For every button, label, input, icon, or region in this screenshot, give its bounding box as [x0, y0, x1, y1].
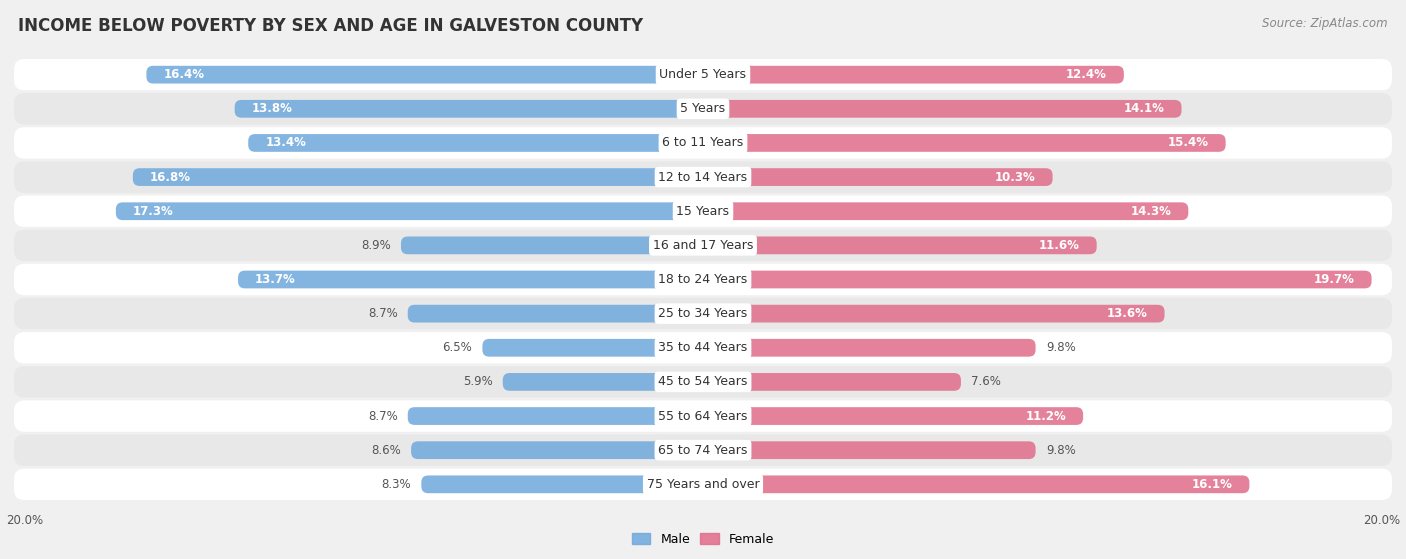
Text: 65 to 74 Years: 65 to 74 Years — [658, 444, 748, 457]
Text: 8.7%: 8.7% — [368, 307, 398, 320]
FancyBboxPatch shape — [14, 366, 1392, 397]
FancyBboxPatch shape — [411, 441, 703, 459]
Text: 17.3%: 17.3% — [132, 205, 173, 217]
FancyBboxPatch shape — [703, 339, 1036, 357]
Text: 19.7%: 19.7% — [1313, 273, 1354, 286]
Text: 16.1%: 16.1% — [1191, 478, 1233, 491]
Text: 7.6%: 7.6% — [972, 376, 1001, 389]
FancyBboxPatch shape — [14, 162, 1392, 193]
Text: 16.4%: 16.4% — [163, 68, 204, 81]
Text: 16 and 17 Years: 16 and 17 Years — [652, 239, 754, 252]
FancyBboxPatch shape — [14, 298, 1392, 329]
FancyBboxPatch shape — [14, 400, 1392, 432]
FancyBboxPatch shape — [115, 202, 703, 220]
Text: 15.4%: 15.4% — [1167, 136, 1209, 149]
FancyBboxPatch shape — [238, 271, 703, 288]
Text: 75 Years and over: 75 Years and over — [647, 478, 759, 491]
FancyBboxPatch shape — [14, 230, 1392, 261]
Text: 13.7%: 13.7% — [254, 273, 295, 286]
Text: Under 5 Years: Under 5 Years — [659, 68, 747, 81]
Text: INCOME BELOW POVERTY BY SEX AND AGE IN GALVESTON COUNTY: INCOME BELOW POVERTY BY SEX AND AGE IN G… — [18, 17, 644, 35]
FancyBboxPatch shape — [14, 264, 1392, 295]
FancyBboxPatch shape — [703, 271, 1372, 288]
FancyBboxPatch shape — [703, 66, 1123, 83]
FancyBboxPatch shape — [14, 59, 1392, 91]
Text: 8.7%: 8.7% — [368, 410, 398, 423]
Text: 13.6%: 13.6% — [1107, 307, 1147, 320]
Text: 13.8%: 13.8% — [252, 102, 292, 115]
FancyBboxPatch shape — [703, 168, 1053, 186]
FancyBboxPatch shape — [14, 434, 1392, 466]
FancyBboxPatch shape — [132, 168, 703, 186]
FancyBboxPatch shape — [408, 407, 703, 425]
FancyBboxPatch shape — [422, 476, 703, 493]
Text: 11.2%: 11.2% — [1025, 410, 1066, 423]
Text: 8.3%: 8.3% — [381, 478, 411, 491]
Text: 9.8%: 9.8% — [1046, 342, 1076, 354]
Text: 10.3%: 10.3% — [995, 170, 1036, 183]
Text: 8.9%: 8.9% — [361, 239, 391, 252]
FancyBboxPatch shape — [482, 339, 703, 357]
Text: 14.1%: 14.1% — [1123, 102, 1164, 115]
Text: 12 to 14 Years: 12 to 14 Years — [658, 170, 748, 183]
FancyBboxPatch shape — [14, 468, 1392, 500]
Text: 25 to 34 Years: 25 to 34 Years — [658, 307, 748, 320]
Text: 35 to 44 Years: 35 to 44 Years — [658, 342, 748, 354]
FancyBboxPatch shape — [14, 127, 1392, 159]
Text: 6 to 11 Years: 6 to 11 Years — [662, 136, 744, 149]
Text: 14.3%: 14.3% — [1130, 205, 1171, 217]
Text: 5.9%: 5.9% — [463, 376, 492, 389]
Text: 18 to 24 Years: 18 to 24 Years — [658, 273, 748, 286]
FancyBboxPatch shape — [14, 196, 1392, 227]
FancyBboxPatch shape — [408, 305, 703, 323]
FancyBboxPatch shape — [703, 202, 1188, 220]
Text: Source: ZipAtlas.com: Source: ZipAtlas.com — [1263, 17, 1388, 30]
FancyBboxPatch shape — [703, 407, 1083, 425]
Text: 8.6%: 8.6% — [371, 444, 401, 457]
FancyBboxPatch shape — [703, 236, 1097, 254]
Text: 15 Years: 15 Years — [676, 205, 730, 217]
Text: 55 to 64 Years: 55 to 64 Years — [658, 410, 748, 423]
FancyBboxPatch shape — [235, 100, 703, 118]
FancyBboxPatch shape — [703, 305, 1164, 323]
FancyBboxPatch shape — [401, 236, 703, 254]
Text: 45 to 54 Years: 45 to 54 Years — [658, 376, 748, 389]
FancyBboxPatch shape — [249, 134, 703, 152]
FancyBboxPatch shape — [503, 373, 703, 391]
Text: 9.8%: 9.8% — [1046, 444, 1076, 457]
FancyBboxPatch shape — [703, 134, 1226, 152]
FancyBboxPatch shape — [14, 93, 1392, 125]
FancyBboxPatch shape — [703, 373, 960, 391]
FancyBboxPatch shape — [146, 66, 703, 83]
FancyBboxPatch shape — [703, 100, 1181, 118]
Text: 11.6%: 11.6% — [1039, 239, 1080, 252]
Text: 5 Years: 5 Years — [681, 102, 725, 115]
FancyBboxPatch shape — [703, 441, 1036, 459]
Text: 6.5%: 6.5% — [443, 342, 472, 354]
FancyBboxPatch shape — [703, 476, 1250, 493]
Text: 13.4%: 13.4% — [266, 136, 307, 149]
Text: 12.4%: 12.4% — [1066, 68, 1107, 81]
Text: 16.8%: 16.8% — [150, 170, 191, 183]
Legend: Male, Female: Male, Female — [627, 528, 779, 551]
FancyBboxPatch shape — [14, 332, 1392, 363]
